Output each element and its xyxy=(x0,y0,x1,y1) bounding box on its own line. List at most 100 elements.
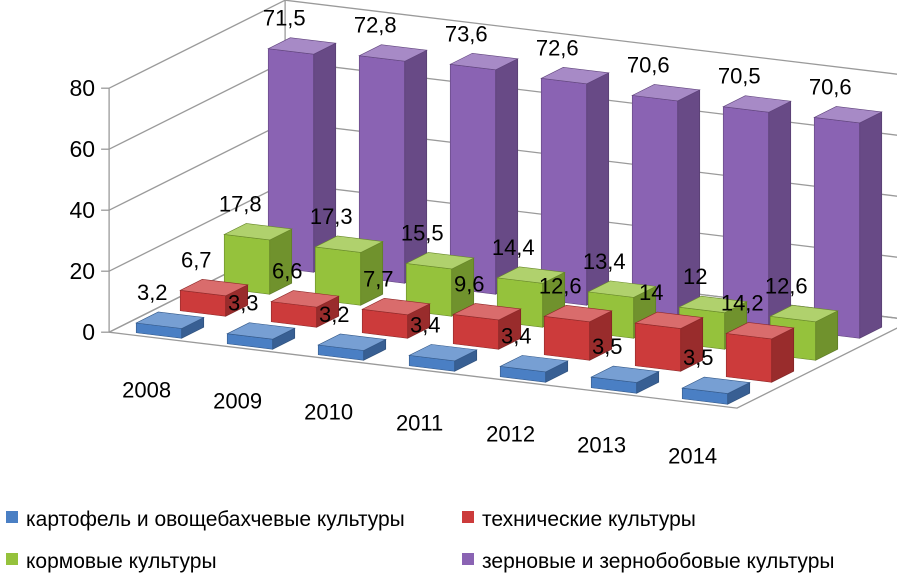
bar-top xyxy=(725,322,795,340)
data-labels: 70,6 70,5 70,6 72,6 73,6 72,8 71,5 12,6 12 13,4 14… xyxy=(137,6,852,370)
data-label: 14,4 xyxy=(492,235,535,260)
bar-top xyxy=(361,297,431,316)
y-axis-ticks: 0 20 40 60 80 xyxy=(70,75,110,345)
y-tick-label: 40 xyxy=(70,197,96,223)
bar xyxy=(499,355,569,383)
data-label: 72,8 xyxy=(354,13,397,38)
data-label: 12,6 xyxy=(765,273,808,298)
bar-top xyxy=(226,322,296,340)
bar-side xyxy=(859,111,883,339)
bar-top xyxy=(722,95,792,113)
bar-top xyxy=(317,333,387,351)
legend-label: технические культуры xyxy=(482,508,696,531)
data-label: 71,5 xyxy=(263,6,306,31)
x-tick-label: 2010 xyxy=(304,400,353,425)
y-tick-label: 80 xyxy=(70,75,96,101)
data-label: 3,5 xyxy=(683,345,714,370)
bar-top xyxy=(358,44,428,62)
y-tick-label: 20 xyxy=(70,258,96,284)
legend-item: технические культуры xyxy=(462,508,696,531)
bar-front xyxy=(813,117,861,339)
data-label: 3,2 xyxy=(319,302,350,327)
data-label: 7,7 xyxy=(363,266,394,291)
bar-top xyxy=(543,305,613,323)
bar-top xyxy=(631,84,701,102)
data-label: 70,6 xyxy=(627,52,670,77)
bar-top xyxy=(496,266,566,284)
data-label: 70,6 xyxy=(809,74,852,99)
gridline xyxy=(108,0,897,89)
legend-item: кормовые культуры xyxy=(6,550,217,573)
bar-top xyxy=(587,280,657,298)
bar-top xyxy=(813,106,883,124)
data-label: 17,8 xyxy=(219,191,262,216)
bar xyxy=(361,297,431,339)
y-tick-label: 60 xyxy=(70,136,96,162)
bar xyxy=(358,44,428,284)
bar xyxy=(590,365,660,394)
bar-top xyxy=(223,223,293,241)
floor-edge xyxy=(109,327,897,409)
data-label: 13,4 xyxy=(583,249,626,274)
bar-top xyxy=(179,279,249,297)
data-label: 72,6 xyxy=(536,35,579,60)
bar-top xyxy=(408,344,478,362)
data-label: 14,2 xyxy=(721,290,764,315)
x-axis-ticks: 2008 2009 2010 2011 2012 2013 2014 xyxy=(122,378,717,469)
x-tick-label: 2012 xyxy=(486,422,535,447)
data-label: 12,6 xyxy=(539,273,582,298)
x-tick-label: 2009 xyxy=(213,389,262,414)
data-label: 3,4 xyxy=(501,323,532,348)
bar xyxy=(722,95,792,328)
bar-top xyxy=(540,67,610,85)
data-label: 70,5 xyxy=(718,64,761,89)
bar-front xyxy=(725,333,773,383)
bars xyxy=(135,37,883,405)
bar-front xyxy=(634,322,682,372)
bar-front xyxy=(543,315,591,361)
bar xyxy=(408,344,478,372)
data-label: 3,4 xyxy=(410,312,441,337)
legend-swatch xyxy=(462,553,474,565)
bar-top xyxy=(452,303,522,321)
legend-item: картофель и овощебахчевые культуры xyxy=(6,508,405,531)
bar-top xyxy=(270,290,340,308)
x-tick-label: 2014 xyxy=(668,444,717,469)
bar-top xyxy=(678,295,748,313)
legend-label: картофель и овощебахчевые культуры xyxy=(26,508,405,531)
bar xyxy=(270,290,340,328)
data-label: 17,3 xyxy=(310,204,353,229)
bar xyxy=(543,305,613,361)
bar xyxy=(223,223,293,295)
bar xyxy=(317,333,387,361)
legend-item: зерновые и зернобобовые культуры xyxy=(462,550,834,573)
bar xyxy=(267,37,337,273)
data-label: 6,7 xyxy=(181,247,212,272)
data-label: 15,5 xyxy=(401,220,444,245)
data-label: 6,6 xyxy=(272,259,303,284)
data-label: 12 xyxy=(683,264,707,289)
bar xyxy=(725,322,795,383)
bar-front xyxy=(452,314,500,350)
bar xyxy=(540,67,610,306)
bar-top xyxy=(449,52,519,71)
bar-top xyxy=(267,37,337,55)
bar xyxy=(314,235,384,306)
legend-label: кормовые культуры xyxy=(26,550,217,573)
data-label: 9,6 xyxy=(454,271,485,296)
data-label: 3,5 xyxy=(592,334,623,359)
bar-top xyxy=(405,252,475,270)
data-label: 3,3 xyxy=(228,291,259,316)
x-tick-label: 2013 xyxy=(577,433,626,458)
legend: картофель и овощебахчевые культуры технич… xyxy=(6,508,834,573)
data-label: 73,6 xyxy=(445,21,488,46)
bar xyxy=(226,322,296,350)
bar xyxy=(681,376,751,405)
bar-top xyxy=(590,365,660,383)
data-label: 3,2 xyxy=(137,280,168,305)
bar xyxy=(631,84,701,317)
bar-top xyxy=(135,311,205,329)
bar xyxy=(179,279,249,317)
data-label: 14 xyxy=(639,280,663,305)
